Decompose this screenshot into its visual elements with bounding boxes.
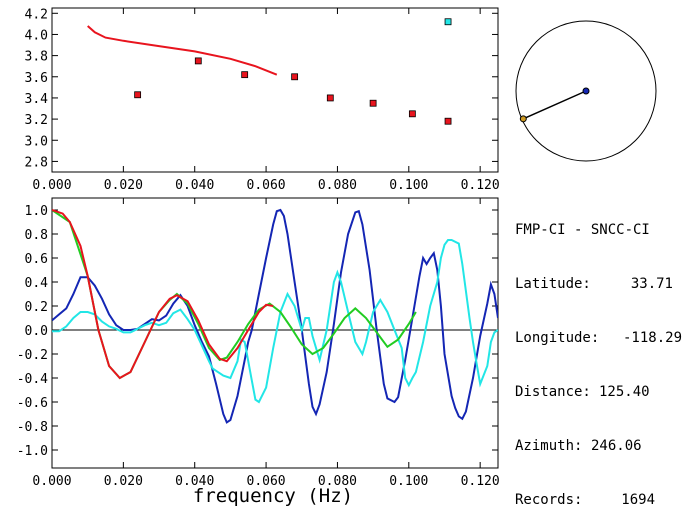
- data-point-marker: [444, 18, 452, 26]
- y-tick-label: 4.0: [25, 28, 48, 43]
- y-tick-label: 0.6: [25, 252, 48, 267]
- x-tick-label: 0.120: [461, 178, 500, 193]
- y-tick-label: 1.0: [25, 204, 48, 219]
- spectrum-curve-cyan: [52, 239, 498, 404]
- y-tick-label: 3.2: [25, 113, 48, 128]
- info-row-longitude: Longitude: -118.29: [515, 329, 683, 347]
- data-point-marker: [291, 73, 299, 81]
- x-tick-label: 0.120: [461, 474, 500, 489]
- y-tick-label: 3.8: [25, 50, 48, 65]
- info-label: Latitude:: [515, 276, 591, 292]
- x-tick-label: 0.040: [175, 178, 214, 193]
- bottom-chart: 0.000 0.020 0.040 0.060 0.080 0.100 0.120 -1.0 -…: [17, 197, 500, 489]
- y-tick-label: -0.8: [17, 420, 48, 435]
- x-tick-label: 0.020: [104, 178, 143, 193]
- y-tick-label: -1.0: [17, 444, 48, 459]
- info-label: Longitude:: [515, 330, 600, 346]
- y-tick-label: 0.4: [25, 276, 49, 291]
- x-tick-label: 0.060: [247, 178, 286, 193]
- y-tick-label: 3.0: [25, 134, 48, 149]
- spectrum-curve-navy: [52, 208, 498, 424]
- x-tick-label: 0.100: [389, 474, 428, 489]
- map-circle: [515, 20, 657, 162]
- x-tick-label: 0.060: [247, 474, 286, 489]
- info-value: 125.40: [599, 384, 650, 400]
- x-tick-label: 0.100: [389, 178, 428, 193]
- y-tick-label: 4.2: [25, 7, 48, 22]
- data-point-marker: [134, 91, 142, 99]
- x-tick-label: 0.000: [32, 178, 71, 193]
- info-row-records: Records: 1694: [515, 491, 681, 509]
- great-circle-path: [522, 90, 587, 120]
- info-row-latitude: Latitude: 33.71: [515, 275, 681, 293]
- y-tick-label: 2.8: [25, 155, 48, 170]
- data-point-marker: [326, 94, 334, 102]
- info-title: FMP-CI - SNCC-CI: [515, 222, 650, 238]
- y-tick-label: -0.6: [17, 396, 48, 411]
- info-value: -118.29: [623, 330, 683, 346]
- info-value: 1694: [621, 492, 655, 508]
- data-point-marker: [241, 71, 249, 79]
- data-point-marker: [194, 57, 202, 65]
- x-tick-label: 0.040: [175, 474, 214, 489]
- info-label: Distance:: [515, 384, 591, 400]
- y-tick-label: 3.6: [25, 71, 48, 86]
- x-tick-label: 0.080: [318, 474, 357, 489]
- station-map: [515, 20, 657, 162]
- spectrum-curve-red: [52, 209, 274, 380]
- x-tick-label: 0.020: [104, 474, 143, 489]
- x-tick-label: 0.080: [318, 178, 357, 193]
- x-axis-label: frequency (Hz): [193, 485, 353, 507]
- station-marker: [582, 87, 590, 95]
- y-tick-label: 0.0: [25, 324, 48, 339]
- info-label: Azimuth:: [515, 438, 583, 454]
- y-tick-label: 0.2: [25, 300, 48, 315]
- info-value: 33.71: [630, 276, 673, 292]
- data-point-marker: [408, 110, 416, 118]
- info-panel: FMP-CI - SNCC-CI Latitude: 33.71 Longitud…: [515, 185, 683, 527]
- plot-frame: [51, 197, 499, 469]
- y-tick-label: 3.4: [25, 92, 49, 107]
- data-point-marker: [369, 99, 377, 107]
- y-tick-label: -0.4: [17, 372, 48, 387]
- data-point-marker: [444, 117, 452, 125]
- top-chart: 0.000 0.020 0.040 0.060 0.080 0.100 0.120 2.8 3.…: [25, 7, 500, 193]
- info-row-distance: Distance: 125.40: [515, 383, 681, 401]
- y-tick-label: -0.2: [17, 348, 48, 363]
- info-row-azimuth: Azimuth: 246.06: [515, 437, 681, 455]
- info-value: 246.06: [591, 438, 642, 454]
- plot-frame: [51, 7, 499, 173]
- source-marker: [519, 115, 527, 123]
- y-tick-label: 0.8: [25, 228, 48, 243]
- velocity-curve: [87, 25, 278, 76]
- info-label: Records:: [515, 492, 583, 508]
- x-tick-label: 0.000: [32, 474, 71, 489]
